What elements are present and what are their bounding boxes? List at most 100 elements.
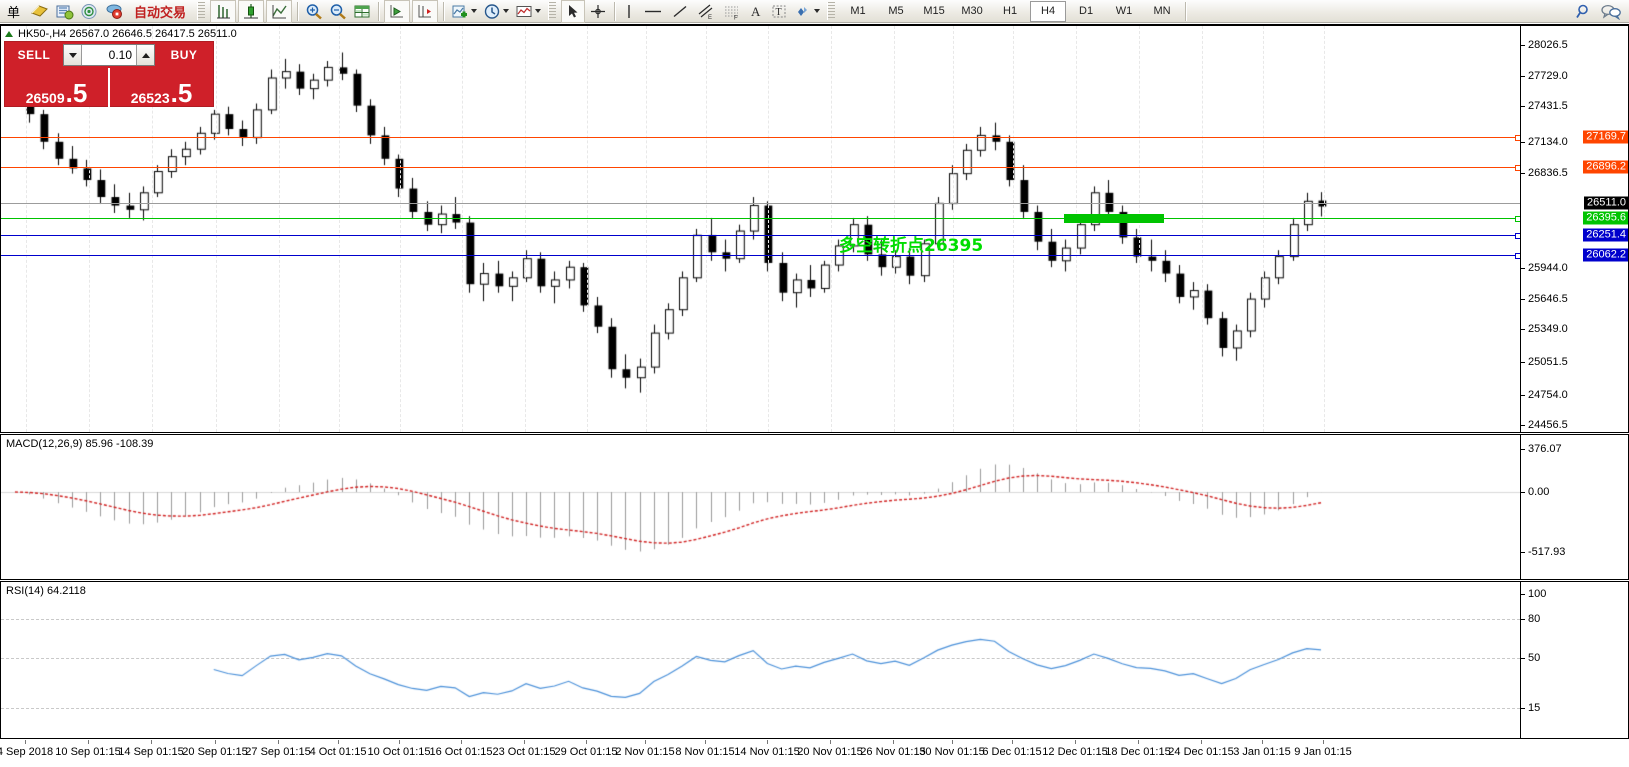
- price-tag-last-price[interactable]: 26511.0: [1584, 196, 1628, 210]
- line-chart-icon[interactable]: [266, 0, 293, 23]
- timeframe-button-mn[interactable]: MN: [1153, 5, 1171, 17]
- level-line-resistance-1[interactable]: [1, 135, 1520, 141]
- date-axis-tick: [338, 740, 339, 744]
- rsi-pane[interactable]: RSI(14) 64.2118 100 80 50 15: [0, 581, 1629, 739]
- pivot-zone-rect[interactable]: [1064, 214, 1164, 223]
- mailbox-icon[interactable]: [102, 1, 127, 22]
- toolbar-grip-2[interactable]: [548, 2, 557, 20]
- trendline-tool[interactable]: [667, 1, 693, 22]
- sell-price-cell[interactable]: 26509 .5: [5, 68, 108, 108]
- level-handle[interactable]: [1515, 165, 1520, 171]
- add-indicator-button[interactable]: [448, 1, 480, 22]
- date-axis[interactable]: 4 Sep 2018 10 Sep 01:15 14 Sep 01:15 20 Sep…: [0, 740, 1629, 767]
- price-axis[interactable]: 28026.5 27729.0 27431.5 27134.0 26836.5 25944…: [1520, 26, 1628, 432]
- cursor-tool[interactable]: [561, 0, 586, 23]
- level-handle[interactable]: [1515, 216, 1520, 222]
- price-plot[interactable]: 多空转折点26395: [1, 26, 1520, 432]
- price-vertical-gridline: [1013, 26, 1014, 432]
- alerts-icon[interactable]: [77, 1, 102, 22]
- price-axis-label: 27134.0: [1528, 136, 1568, 148]
- autotrade-button[interactable]: 自动交易: [127, 1, 193, 22]
- level-handle[interactable]: [1515, 253, 1520, 259]
- period-button[interactable]: [480, 1, 512, 22]
- new-order-button[interactable]: 单: [0, 1, 27, 22]
- candlestick-chart-icon[interactable]: [238, 0, 265, 23]
- date-axis-label: 24 Dec 01:15: [1168, 746, 1234, 758]
- toolbar-grip-3[interactable]: [827, 2, 836, 20]
- price-tag-pivot-level[interactable]: 26395.6: [1583, 211, 1628, 225]
- price-pane[interactable]: 多空转折点26395 28026.5 27729.0 27431.5 27134.0 2…: [0, 25, 1629, 433]
- shapes-tool[interactable]: [791, 1, 823, 22]
- search-icon[interactable]: [1571, 1, 1597, 22]
- zoom-in-icon[interactable]: [302, 1, 326, 22]
- chevron-down-icon[interactable]: [503, 9, 510, 13]
- level-handle[interactable]: [1515, 233, 1520, 239]
- price-tag-support-2[interactable]: 26062.2: [1583, 248, 1628, 262]
- rsi-axis[interactable]: 100 80 50 15: [1520, 582, 1628, 738]
- volume-input[interactable]: 0.10: [63, 44, 155, 66]
- buy-price-cell[interactable]: 26523 .5: [108, 68, 213, 108]
- chevron-down-icon[interactable]: [471, 9, 478, 13]
- crosshair-tool[interactable]: [586, 1, 610, 22]
- macd-plot[interactable]: [1, 435, 1520, 579]
- templates-button[interactable]: [512, 1, 544, 22]
- symbol-header: HK50-,H4 26567.0 26646.5 26417.5 26511.0: [5, 28, 237, 40]
- one-click-trading-panel[interactable]: SELL 0.10 BUY 26509 .5 26523 .5: [4, 41, 214, 108]
- horizontal-line-tool[interactable]: [639, 1, 667, 22]
- level-line-support-1[interactable]: [1, 233, 1520, 239]
- price-tag-resistance-2[interactable]: 26896.2: [1583, 160, 1628, 174]
- level-handle[interactable]: [1515, 135, 1520, 141]
- buy-button[interactable]: BUY: [157, 44, 211, 66]
- sell-button[interactable]: SELL: [7, 44, 61, 66]
- data-window-icon[interactable]: [350, 1, 374, 22]
- chevron-down-icon[interactable]: [814, 9, 821, 13]
- bar-chart-icon[interactable]: [210, 0, 237, 23]
- equidistant-channel-tool[interactable]: E: [693, 1, 719, 22]
- text-tool[interactable]: A: [745, 1, 767, 22]
- level-line-pivot-level[interactable]: [1, 216, 1520, 222]
- timeframe-button-m5[interactable]: M5: [888, 5, 904, 17]
- fibonacci-tool[interactable]: F: [719, 1, 745, 22]
- toolbar-grip[interactable]: [197, 2, 206, 20]
- timeframe-button-m15[interactable]: M15: [923, 5, 945, 17]
- price-axis-tick: [1521, 299, 1525, 300]
- history-icon[interactable]: [27, 1, 52, 22]
- volume-dropdown-button[interactable]: [64, 45, 82, 65]
- level-line-last-price[interactable]: [1, 203, 1520, 204]
- macd-pane[interactable]: MACD(12,26,9) 85.96 -108.39 376.07 0.00 -5…: [0, 434, 1629, 580]
- chart-shift-icon[interactable]: [384, 0, 411, 23]
- zoom-out-icon[interactable]: [326, 1, 350, 22]
- chevron-down-icon[interactable]: [535, 9, 542, 13]
- news-icon[interactable]: [52, 1, 77, 22]
- level-line-support-2[interactable]: [1, 253, 1520, 259]
- timeframe-button-d1[interactable]: D1: [1079, 5, 1094, 17]
- timeframe-button-w1[interactable]: W1: [1115, 5, 1133, 17]
- volume-value[interactable]: 0.10: [82, 45, 136, 65]
- timeframe-button-m1[interactable]: M1: [850, 5, 866, 17]
- price-tag-support-1[interactable]: 26251.4: [1583, 228, 1628, 242]
- level-line-resistance-2[interactable]: [1, 165, 1520, 171]
- macd-title: MACD(12,26,9) 85.96 -108.39: [6, 438, 154, 450]
- pivot-annotation-text[interactable]: 多空转折点26395: [839, 236, 984, 256]
- timeframe-button-h4[interactable]: H4: [1030, 0, 1067, 22]
- vertical-line-tool[interactable]: [619, 1, 639, 22]
- text-label-tool[interactable]: T: [767, 1, 791, 22]
- date-axis-label: 18 Dec 01:15: [1105, 746, 1171, 758]
- auto-scroll-icon[interactable]: [412, 0, 439, 23]
- macd-axis[interactable]: 376.07 0.00 -517.93: [1520, 435, 1628, 579]
- rsi-canvas: [1, 582, 1520, 738]
- price-axis-label: 27729.0: [1528, 70, 1568, 82]
- date-axis-tick: [151, 740, 152, 744]
- volume-increment-button[interactable]: [136, 45, 154, 65]
- one-click-prices: 26509 .5 26523 .5: [5, 68, 213, 108]
- price-axis-tick: [1521, 425, 1525, 426]
- timeframe-button-h1[interactable]: H1: [1003, 5, 1018, 17]
- rsi-plot[interactable]: [1, 582, 1520, 738]
- chat-icon[interactable]: [1597, 1, 1625, 22]
- timeframe-button-m30[interactable]: M30: [961, 5, 983, 17]
- price-vertical-gridline: [525, 26, 526, 432]
- price-tag-resistance-1[interactable]: 27169.7: [1583, 130, 1628, 144]
- price-vertical-gridline: [152, 26, 153, 432]
- price-axis-label: 27431.5: [1528, 100, 1568, 112]
- date-axis-label: 3 Jan 01:15: [1233, 746, 1291, 758]
